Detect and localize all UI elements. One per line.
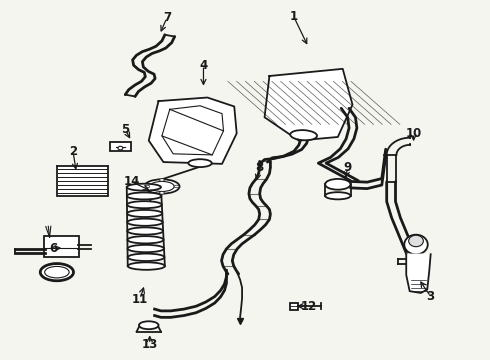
Ellipse shape [290, 130, 317, 140]
Ellipse shape [127, 184, 161, 191]
Ellipse shape [159, 192, 164, 194]
Text: 12: 12 [300, 300, 317, 313]
Ellipse shape [139, 321, 159, 329]
Ellipse shape [145, 179, 179, 194]
Ellipse shape [188, 159, 212, 167]
Ellipse shape [127, 201, 162, 208]
Text: 8: 8 [255, 161, 264, 174]
Text: 5: 5 [121, 123, 129, 136]
Ellipse shape [127, 193, 161, 199]
Bar [290, 303, 298, 310]
Ellipse shape [127, 228, 163, 235]
Text: 9: 9 [343, 161, 352, 174]
Text: 6: 6 [49, 242, 58, 255]
Bar [57, 166, 108, 196]
Ellipse shape [127, 245, 164, 252]
Ellipse shape [159, 179, 164, 181]
Ellipse shape [45, 266, 69, 278]
Text: 14: 14 [123, 175, 140, 188]
Ellipse shape [127, 253, 165, 261]
Text: 3: 3 [427, 290, 435, 303]
Ellipse shape [145, 185, 150, 188]
Ellipse shape [40, 264, 74, 281]
Polygon shape [406, 254, 431, 293]
Ellipse shape [127, 236, 164, 243]
Ellipse shape [325, 192, 350, 199]
Text: 11: 11 [132, 293, 148, 306]
FancyBboxPatch shape [44, 236, 79, 257]
Text: 7: 7 [163, 12, 171, 24]
Ellipse shape [409, 235, 423, 247]
Text: 1: 1 [290, 10, 298, 23]
Ellipse shape [128, 262, 165, 270]
Ellipse shape [174, 185, 179, 188]
Ellipse shape [118, 146, 123, 150]
Polygon shape [265, 69, 352, 140]
Ellipse shape [150, 181, 174, 192]
Ellipse shape [127, 210, 162, 217]
Ellipse shape [325, 179, 350, 190]
Text: 13: 13 [142, 338, 158, 351]
Text: 4: 4 [199, 59, 208, 72]
Bar [110, 142, 131, 151]
Text: 2: 2 [69, 145, 77, 158]
Ellipse shape [404, 235, 428, 255]
Text: 10: 10 [405, 127, 422, 140]
Ellipse shape [127, 219, 163, 226]
Polygon shape [149, 98, 237, 164]
